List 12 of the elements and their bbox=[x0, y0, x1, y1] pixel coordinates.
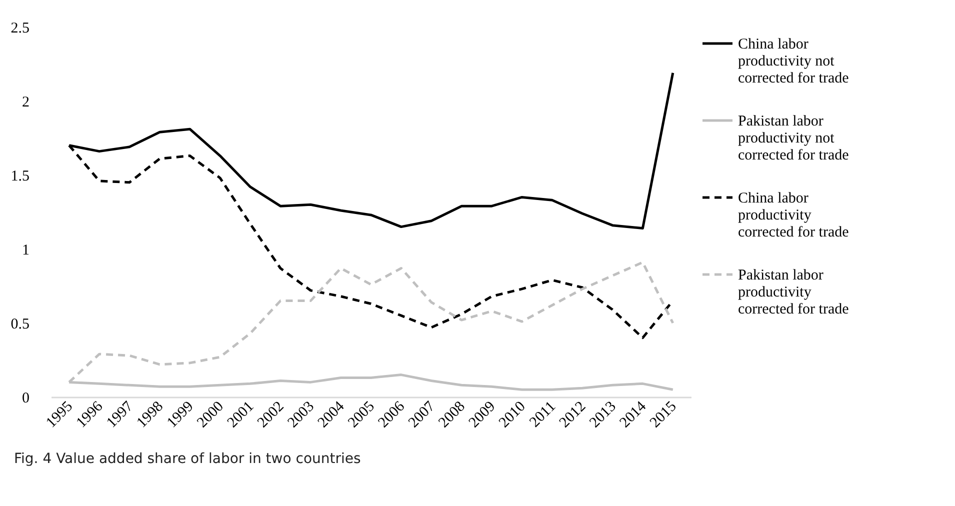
legend-label: China labor productivity not corrected for trade bbox=[738, 36, 850, 86]
y-tick-label: 2 bbox=[22, 94, 30, 110]
caption: Fig. 4 Value added share of labor in two countries bbox=[14, 451, 362, 467]
y-tick-label: 0.5 bbox=[10, 316, 30, 332]
legend-label: Pakistan labor productivity not corrected for trade bbox=[738, 114, 850, 164]
y-tick-label: 1 bbox=[22, 242, 30, 258]
y-tick-label: 1.5 bbox=[10, 168, 30, 184]
y-tick-label: 2.5 bbox=[10, 20, 30, 36]
legend-label: Pakistan labor productivity corrected for trade bbox=[738, 268, 850, 318]
legend-label: China labor productivity corrected for trade bbox=[738, 190, 850, 240]
x-tick-label: 2011 bbox=[526, 398, 559, 431]
y-tick-label: 0 bbox=[22, 390, 30, 406]
